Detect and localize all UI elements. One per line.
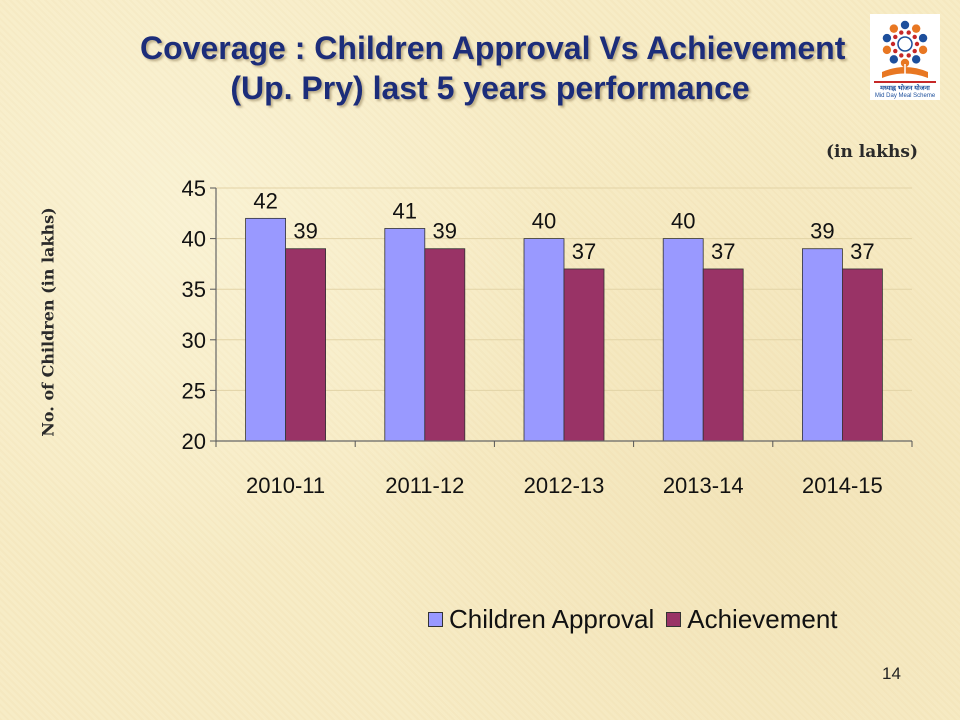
logo-figure-head — [882, 45, 892, 55]
logo-center — [897, 36, 913, 52]
legend-swatch-children-approval — [428, 611, 443, 627]
labels: 20 25 30 35 40 45 42 39 2010-11 41 39 2011-12 40 37 20… — [182, 176, 883, 498]
logo-figure-dot — [906, 53, 911, 58]
logo-figure-head — [911, 55, 921, 64]
x-tick-label: 2011-12 — [385, 473, 464, 498]
logo-figure-head — [918, 33, 928, 43]
mid-day-meal-logo: मध्याह्न भोजन योजना Mid Day Meal Scheme — [870, 14, 940, 100]
page-number: 14 — [882, 664, 901, 683]
logo-figure-dot — [912, 34, 917, 40]
logo-figure-dot — [899, 53, 904, 58]
logo-figure-dot — [893, 48, 898, 54]
y-tick-label: 25 — [182, 378, 206, 403]
legend-item-achievement: Achievement — [666, 603, 838, 635]
logo-figure-head — [900, 20, 910, 30]
logo-figure-dot — [912, 48, 917, 54]
logo-caption-hindi: मध्याह्न भोजन योजना — [879, 84, 930, 92]
bars — [245, 217, 883, 442]
logo-figure-head — [889, 24, 899, 33]
bar-children-approval-2014-15 — [802, 248, 843, 442]
data-label: 37 — [850, 239, 874, 264]
logo-figure-head — [900, 58, 910, 68]
bar-children-approval-2011-12 — [384, 228, 426, 442]
bar-children-approval-2012-13 — [523, 238, 565, 442]
bar-achievement-2010-11 — [285, 248, 327, 442]
units-note: (in lakhs) — [826, 142, 919, 162]
data-label: 42 — [253, 188, 277, 213]
logo-figure-dot — [893, 34, 898, 40]
x-tick-label: 2012-13 — [524, 473, 605, 498]
bar-achievement-2011-12 — [424, 248, 466, 442]
data-label: 40 — [671, 209, 695, 234]
x-tick-label: 2013-14 — [663, 473, 744, 498]
logo-figure-head — [911, 24, 921, 33]
bar-achievement-2014-15 — [842, 268, 883, 442]
legend-item-children-approval: Children Approval — [428, 604, 654, 635]
y-tick-label: 40 — [182, 227, 206, 252]
data-label: 39 — [293, 219, 317, 244]
logo-figure-head — [889, 55, 899, 64]
data-label: 41 — [393, 198, 417, 223]
logo-figure-dot — [890, 41, 896, 47]
logo-figure-head — [882, 33, 892, 43]
logo-caption-english: Mid Day Meal Scheme — [875, 93, 936, 99]
data-label: 40 — [532, 209, 556, 234]
bar-children-approval-2013-14 — [662, 238, 704, 442]
y-tick-label: 20 — [182, 429, 206, 454]
logo-figure-dot — [899, 30, 904, 35]
bar-children-approval-2010-11 — [245, 217, 287, 442]
legend-swatch-achievement — [666, 611, 682, 627]
x-tick-label: 2014-15 — [802, 473, 883, 498]
logo-figure-dot — [906, 30, 911, 35]
y-tick-label: 45 — [182, 176, 206, 201]
bar-achievement-2012-13 — [563, 268, 605, 442]
mid-day-meal-logo-icon: मध्याह्न भोजन योजना Mid Day Meal Scheme — [870, 14, 940, 100]
y-tick-label: 30 — [182, 328, 206, 353]
bar-achievement-2013-14 — [702, 268, 744, 442]
data-label: 37 — [711, 239, 735, 264]
y-tick-label: 35 — [182, 277, 206, 302]
legend-label-children-approval: Children Approval — [449, 603, 655, 634]
logo-figure-head — [918, 45, 928, 55]
chart-title-line-1: Coverage : Children Approval Vs Achievem… — [140, 30, 846, 66]
data-label: 39 — [433, 219, 457, 244]
legend-label-achievement: Achievement — [687, 603, 838, 634]
data-label: 39 — [810, 219, 834, 244]
data-label: 37 — [572, 239, 596, 264]
x-tick-label: 2010-11 — [246, 473, 325, 498]
axes — [210, 187, 913, 447]
legend: Children Approval Achievement — [428, 604, 850, 634]
logo-figure-dot — [914, 41, 920, 47]
chart-title-line-2: (Up. Pry) last 5 years performance — [230, 70, 750, 106]
